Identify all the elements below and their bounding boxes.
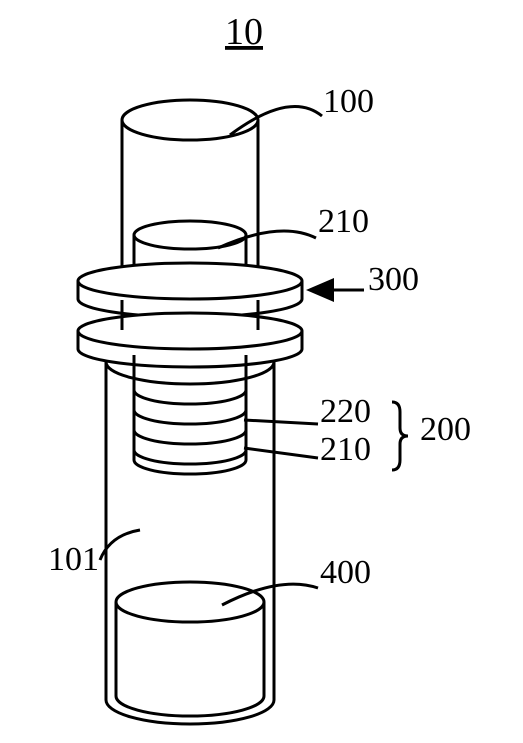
label-layer_a: 210: [320, 431, 371, 468]
label-superlattice_group: 200: [420, 411, 471, 448]
label-tube_body: 101: [48, 541, 99, 578]
label-assembly: 10: [225, 11, 263, 53]
label-flange: 300: [368, 261, 419, 298]
label-bottom_substance: 400: [320, 554, 371, 591]
label-top_cap: 100: [323, 83, 374, 120]
label-inner_top: 210: [318, 203, 369, 240]
label-layer_b: 220: [320, 393, 371, 430]
